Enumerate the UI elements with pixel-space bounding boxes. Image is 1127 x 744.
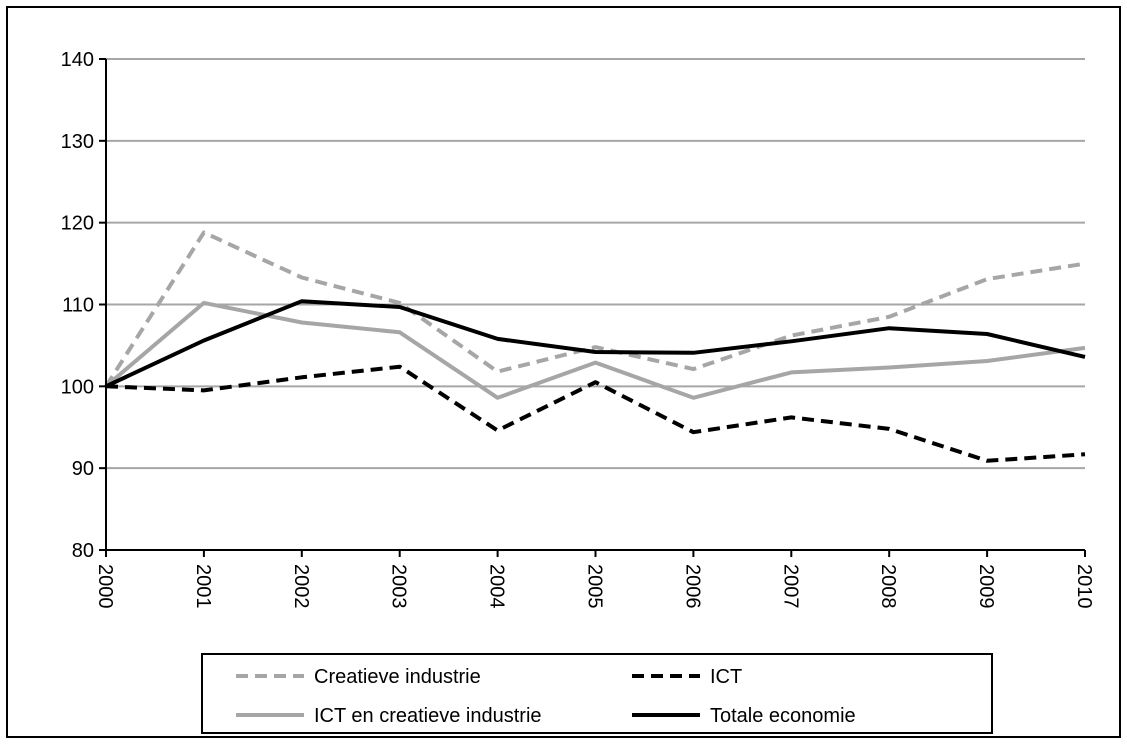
series-line-creatieve-industrie: [104, 230, 1086, 388]
legend-label-ict: ICT: [710, 666, 742, 688]
y-tick-label: 130: [61, 131, 94, 153]
x-axis-labels: 2000 2001 2002 2003 2004 2005 2006 2007 2008 2009…: [94, 564, 1095, 609]
x-tick-label: 2006: [681, 564, 703, 609]
y-tick-label: 110: [62, 295, 94, 317]
x-tick-label: 2004: [486, 564, 508, 609]
legend: Creatieve industrie ICT ICT en creatieve…: [201, 653, 993, 734]
legend-label-ict-en-creatieve-industrie: ICT en creatieve industrie: [314, 705, 542, 727]
x-tick-label: 2010: [1073, 564, 1095, 609]
y-tick-label: 90: [72, 458, 94, 480]
x-tick-label: 2005: [584, 564, 606, 609]
x-tick-label: 2002: [290, 564, 312, 609]
y-axis-labels: 80 90 100 110 120 130 140: [61, 49, 94, 562]
series-line-ict: [105, 364, 1086, 463]
legend-box: [201, 653, 993, 734]
y-tick-label: 120: [61, 213, 94, 235]
x-tick-label: 2007: [779, 564, 801, 609]
x-tick-label: 2008: [877, 564, 899, 609]
y-tick-label: 100: [61, 376, 94, 398]
y-tick-label: 140: [61, 49, 94, 71]
x-tick-label: 2009: [975, 564, 997, 609]
series-layer: [104, 230, 1086, 463]
legend-label-totale-economie: Totale economie: [710, 705, 856, 727]
x-tick-label: 2000: [94, 564, 116, 609]
x-tick-label: 2001: [192, 564, 214, 609]
legend-label-creatieve-industrie: Creatieve industrie: [314, 666, 481, 688]
y-tick-label: 80: [72, 540, 94, 562]
gridlines: [106, 58, 1085, 470]
x-tick-label: 2003: [388, 564, 410, 609]
axes: [99, 58, 1086, 557]
series-line-totale-economie: [105, 299, 1086, 389]
